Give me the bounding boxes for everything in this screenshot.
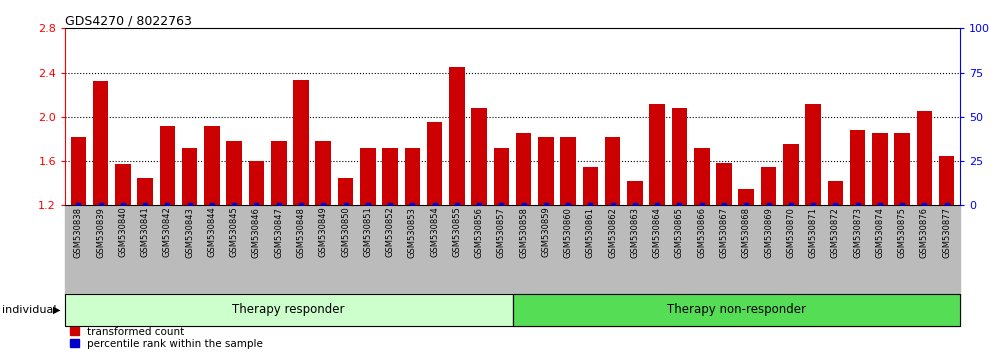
Bar: [137, 178, 153, 205]
Bar: [338, 178, 353, 205]
Bar: [471, 108, 487, 205]
Bar: [783, 144, 799, 205]
Bar: [427, 122, 442, 205]
Bar: [917, 111, 932, 205]
Text: ▶: ▶: [53, 305, 60, 315]
Bar: [405, 148, 420, 205]
Bar: [115, 164, 131, 205]
Bar: [93, 81, 108, 205]
Bar: [315, 141, 331, 205]
Bar: [939, 155, 954, 205]
Bar: [672, 108, 687, 205]
Bar: [182, 148, 197, 205]
Bar: [382, 148, 398, 205]
Text: individual: individual: [2, 305, 56, 315]
Bar: [160, 126, 175, 205]
Bar: [560, 137, 576, 205]
Bar: [828, 181, 843, 205]
Bar: [538, 137, 554, 205]
Bar: [805, 103, 821, 205]
Bar: [605, 137, 620, 205]
Text: Therapy non-responder: Therapy non-responder: [667, 303, 806, 316]
Bar: [204, 126, 220, 205]
Bar: [583, 167, 598, 205]
Legend: transformed count, percentile rank within the sample: transformed count, percentile rank withi…: [70, 327, 263, 349]
Bar: [738, 189, 754, 205]
Bar: [360, 148, 376, 205]
Bar: [494, 148, 509, 205]
Bar: [761, 167, 776, 205]
Bar: [872, 133, 888, 205]
Bar: [71, 137, 86, 205]
Bar: [249, 161, 264, 205]
Bar: [694, 148, 710, 205]
Bar: [293, 80, 309, 205]
Bar: [850, 130, 865, 205]
Bar: [894, 133, 910, 205]
Bar: [716, 163, 732, 205]
Bar: [516, 133, 531, 205]
Text: GDS4270 / 8022763: GDS4270 / 8022763: [65, 14, 192, 27]
Bar: [627, 181, 643, 205]
Bar: [449, 67, 465, 205]
Text: Therapy responder: Therapy responder: [232, 303, 345, 316]
Bar: [271, 141, 287, 205]
Bar: [649, 103, 665, 205]
Bar: [226, 141, 242, 205]
